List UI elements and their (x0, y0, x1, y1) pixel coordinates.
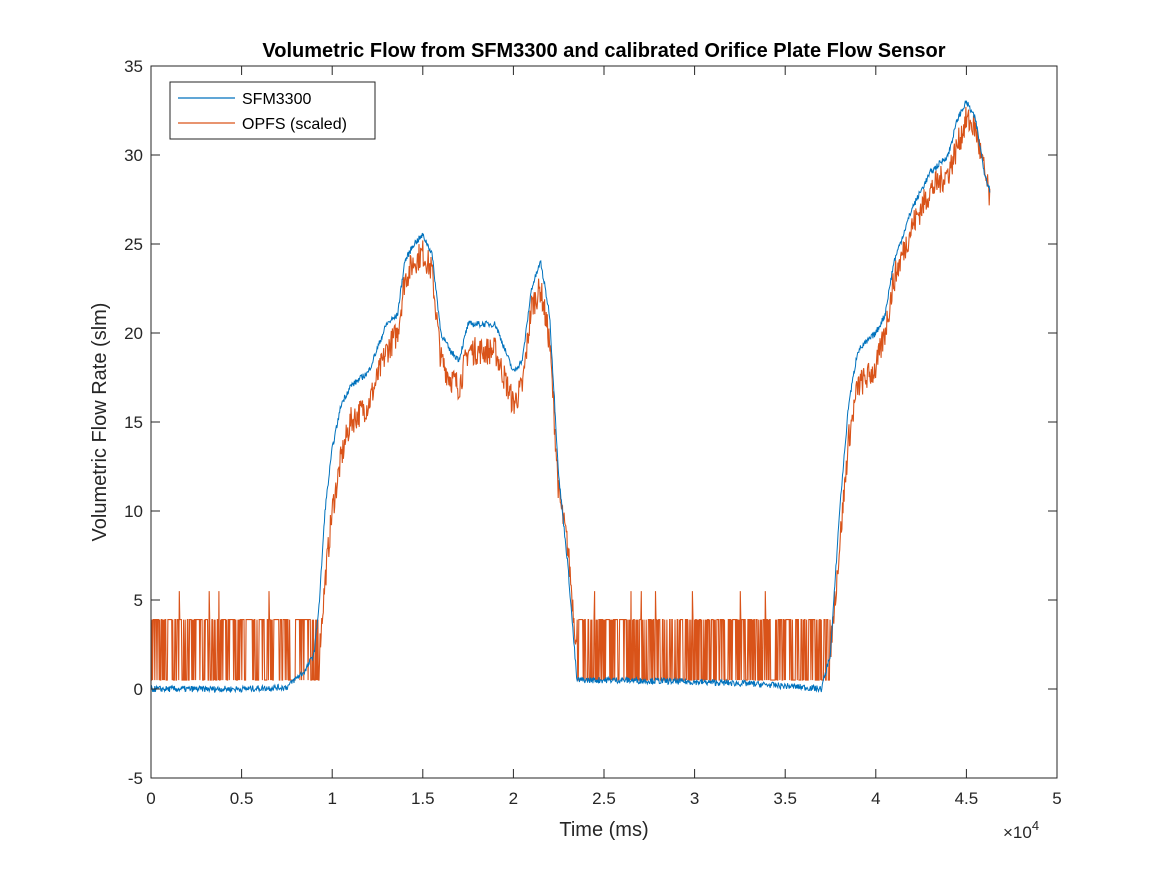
x-exponent-base: ×10 (1003, 823, 1032, 842)
y-tick-label: 15 (124, 413, 143, 432)
x-tick-label: 1 (327, 789, 336, 808)
x-axis-exponent: ×104 (1003, 818, 1039, 842)
legend-label-opfs: OPFS (scaled) (242, 116, 347, 133)
y-tick-label: 10 (124, 502, 143, 521)
x-tick-label: 1.5 (411, 789, 435, 808)
legend-label-sfm3300: SFM3300 (242, 91, 311, 108)
y-tick-label: 35 (124, 57, 143, 76)
x-tick-label: 0 (146, 789, 155, 808)
y-axis-ticks: -5 0 5 10 15 20 25 30 35 (124, 57, 1057, 788)
y-tick-label: 25 (124, 235, 143, 254)
svg-text:×104: ×104 (1003, 818, 1039, 842)
x-axis-label: Time (ms) (559, 819, 648, 841)
y-tick-label: 0 (134, 680, 143, 699)
x-tick-label: 5 (1052, 789, 1061, 808)
legend: SFM3300 OPFS (scaled) (169, 81, 376, 140)
y-tick-label: 20 (124, 324, 143, 343)
chart-title: Volumetric Flow from SFM3300 and calibra… (262, 40, 945, 62)
x-tick-label: 2 (509, 789, 518, 808)
x-axis-ticks: 0 0.5 1 1.5 2 2.5 3 3.5 4 4.5 5 (146, 66, 1062, 808)
series-line-sfm3300 (150, 100, 991, 694)
y-tick-label: 5 (134, 591, 143, 610)
x-tick-label: 2.5 (592, 789, 616, 808)
x-tick-label: 3.5 (773, 789, 797, 808)
y-tick-label: 30 (124, 146, 143, 165)
legend-box (169, 81, 376, 140)
x-tick-label: 4 (871, 789, 880, 808)
series-layer (150, 100, 991, 694)
x-exponent-power: 4 (1032, 818, 1039, 833)
y-tick-label: -5 (128, 769, 143, 788)
x-tick-label: 0.5 (230, 789, 254, 808)
y-axis-label: Volumetric Flow Rate (slm) (89, 303, 111, 542)
x-tick-label: 4.5 (955, 789, 979, 808)
x-tick-label: 3 (690, 789, 699, 808)
